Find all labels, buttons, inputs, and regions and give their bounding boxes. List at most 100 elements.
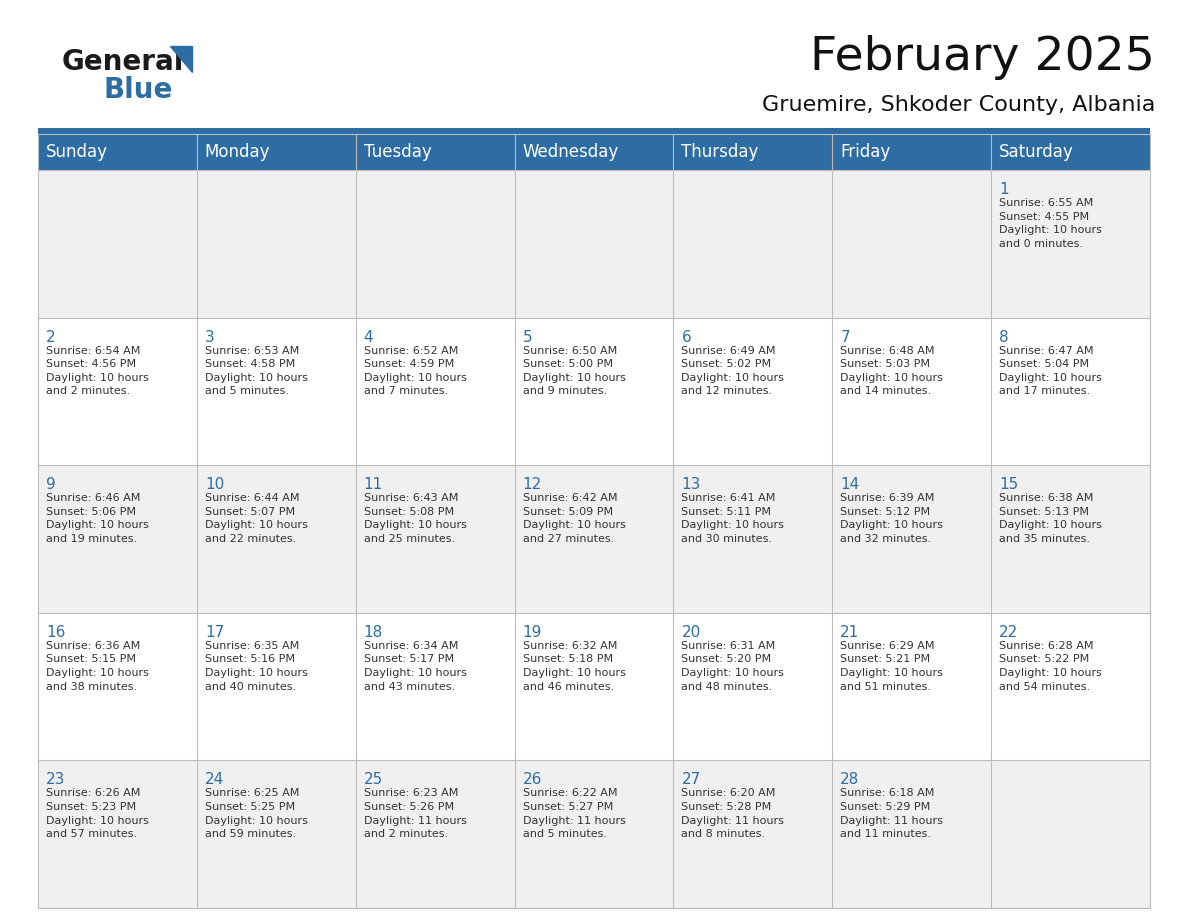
Bar <box>514 318 674 465</box>
Text: 26: 26 <box>523 772 542 788</box>
Text: 3: 3 <box>204 330 215 344</box>
Bar <box>991 760 1150 908</box>
Text: Sunrise: 6:54 AM
Sunset: 4:56 PM
Daylight: 10 hours
and 2 minutes.: Sunrise: 6:54 AM Sunset: 4:56 PM Dayligh… <box>46 345 148 397</box>
Bar <box>197 613 355 760</box>
Text: Sunrise: 6:25 AM
Sunset: 5:25 PM
Daylight: 10 hours
and 59 minutes.: Sunrise: 6:25 AM Sunset: 5:25 PM Dayligh… <box>204 789 308 839</box>
Bar <box>38 170 197 318</box>
Text: 22: 22 <box>999 625 1018 640</box>
Bar <box>355 465 514 613</box>
Text: 12: 12 <box>523 477 542 492</box>
Text: Sunday: Sunday <box>46 143 108 161</box>
Bar <box>38 465 197 613</box>
Text: Wednesday: Wednesday <box>523 143 619 161</box>
Text: Sunrise: 6:49 AM
Sunset: 5:02 PM
Daylight: 10 hours
and 12 minutes.: Sunrise: 6:49 AM Sunset: 5:02 PM Dayligh… <box>682 345 784 397</box>
Text: Sunrise: 6:26 AM
Sunset: 5:23 PM
Daylight: 10 hours
and 57 minutes.: Sunrise: 6:26 AM Sunset: 5:23 PM Dayligh… <box>46 789 148 839</box>
Text: 27: 27 <box>682 772 701 788</box>
Text: 20: 20 <box>682 625 701 640</box>
Text: Thursday: Thursday <box>682 143 759 161</box>
Text: 15: 15 <box>999 477 1018 492</box>
Bar <box>514 134 674 170</box>
Bar <box>197 134 355 170</box>
Bar <box>991 134 1150 170</box>
Text: Sunrise: 6:18 AM
Sunset: 5:29 PM
Daylight: 11 hours
and 11 minutes.: Sunrise: 6:18 AM Sunset: 5:29 PM Dayligh… <box>840 789 943 839</box>
Bar <box>833 465 991 613</box>
Bar <box>674 318 833 465</box>
Bar <box>197 170 355 318</box>
Bar <box>833 170 991 318</box>
Text: 13: 13 <box>682 477 701 492</box>
Text: Sunrise: 6:36 AM
Sunset: 5:15 PM
Daylight: 10 hours
and 38 minutes.: Sunrise: 6:36 AM Sunset: 5:15 PM Dayligh… <box>46 641 148 691</box>
Text: Blue: Blue <box>105 76 173 104</box>
Text: Sunrise: 6:55 AM
Sunset: 4:55 PM
Daylight: 10 hours
and 0 minutes.: Sunrise: 6:55 AM Sunset: 4:55 PM Dayligh… <box>999 198 1102 249</box>
Bar <box>674 465 833 613</box>
Text: Sunrise: 6:44 AM
Sunset: 5:07 PM
Daylight: 10 hours
and 22 minutes.: Sunrise: 6:44 AM Sunset: 5:07 PM Dayligh… <box>204 493 308 544</box>
Text: 8: 8 <box>999 330 1009 344</box>
Text: Sunrise: 6:31 AM
Sunset: 5:20 PM
Daylight: 10 hours
and 48 minutes.: Sunrise: 6:31 AM Sunset: 5:20 PM Dayligh… <box>682 641 784 691</box>
Text: 19: 19 <box>523 625 542 640</box>
Text: Sunrise: 6:35 AM
Sunset: 5:16 PM
Daylight: 10 hours
and 40 minutes.: Sunrise: 6:35 AM Sunset: 5:16 PM Dayligh… <box>204 641 308 691</box>
Text: Sunrise: 6:50 AM
Sunset: 5:00 PM
Daylight: 10 hours
and 9 minutes.: Sunrise: 6:50 AM Sunset: 5:00 PM Dayligh… <box>523 345 625 397</box>
Bar <box>833 760 991 908</box>
Text: 17: 17 <box>204 625 225 640</box>
Bar <box>38 318 197 465</box>
Text: General: General <box>62 48 184 76</box>
Bar <box>38 128 1150 134</box>
Bar <box>674 613 833 760</box>
Text: 4: 4 <box>364 330 373 344</box>
Bar <box>514 170 674 318</box>
Text: Sunrise: 6:38 AM
Sunset: 5:13 PM
Daylight: 10 hours
and 35 minutes.: Sunrise: 6:38 AM Sunset: 5:13 PM Dayligh… <box>999 493 1102 544</box>
Text: Sunrise: 6:34 AM
Sunset: 5:17 PM
Daylight: 10 hours
and 43 minutes.: Sunrise: 6:34 AM Sunset: 5:17 PM Dayligh… <box>364 641 467 691</box>
Text: 28: 28 <box>840 772 860 788</box>
Text: 16: 16 <box>46 625 65 640</box>
Text: 6: 6 <box>682 330 691 344</box>
Text: Sunrise: 6:39 AM
Sunset: 5:12 PM
Daylight: 10 hours
and 32 minutes.: Sunrise: 6:39 AM Sunset: 5:12 PM Dayligh… <box>840 493 943 544</box>
Text: Sunrise: 6:41 AM
Sunset: 5:11 PM
Daylight: 10 hours
and 30 minutes.: Sunrise: 6:41 AM Sunset: 5:11 PM Dayligh… <box>682 493 784 544</box>
Text: 2: 2 <box>46 330 56 344</box>
Text: Gruemire, Shkoder County, Albania: Gruemire, Shkoder County, Albania <box>762 95 1155 115</box>
Text: Sunrise: 6:28 AM
Sunset: 5:22 PM
Daylight: 10 hours
and 54 minutes.: Sunrise: 6:28 AM Sunset: 5:22 PM Dayligh… <box>999 641 1102 691</box>
Text: 7: 7 <box>840 330 849 344</box>
Bar <box>833 613 991 760</box>
Bar <box>38 760 197 908</box>
Text: Sunrise: 6:47 AM
Sunset: 5:04 PM
Daylight: 10 hours
and 17 minutes.: Sunrise: 6:47 AM Sunset: 5:04 PM Dayligh… <box>999 345 1102 397</box>
Polygon shape <box>170 46 192 72</box>
Text: Tuesday: Tuesday <box>364 143 431 161</box>
Text: 21: 21 <box>840 625 860 640</box>
Bar <box>355 613 514 760</box>
Bar <box>514 465 674 613</box>
Text: 11: 11 <box>364 477 383 492</box>
Text: Sunrise: 6:23 AM
Sunset: 5:26 PM
Daylight: 11 hours
and 2 minutes.: Sunrise: 6:23 AM Sunset: 5:26 PM Dayligh… <box>364 789 467 839</box>
Text: 9: 9 <box>46 477 56 492</box>
Text: Sunrise: 6:46 AM
Sunset: 5:06 PM
Daylight: 10 hours
and 19 minutes.: Sunrise: 6:46 AM Sunset: 5:06 PM Dayligh… <box>46 493 148 544</box>
Bar <box>355 134 514 170</box>
Text: 14: 14 <box>840 477 860 492</box>
Text: 25: 25 <box>364 772 383 788</box>
Text: Monday: Monday <box>204 143 271 161</box>
Text: Friday: Friday <box>840 143 891 161</box>
Text: Sunrise: 6:53 AM
Sunset: 4:58 PM
Daylight: 10 hours
and 5 minutes.: Sunrise: 6:53 AM Sunset: 4:58 PM Dayligh… <box>204 345 308 397</box>
Text: Sunrise: 6:20 AM
Sunset: 5:28 PM
Daylight: 11 hours
and 8 minutes.: Sunrise: 6:20 AM Sunset: 5:28 PM Dayligh… <box>682 789 784 839</box>
Text: Sunrise: 6:22 AM
Sunset: 5:27 PM
Daylight: 11 hours
and 5 minutes.: Sunrise: 6:22 AM Sunset: 5:27 PM Dayligh… <box>523 789 625 839</box>
Bar <box>833 134 991 170</box>
Text: February 2025: February 2025 <box>810 36 1155 81</box>
Bar <box>991 613 1150 760</box>
Text: 10: 10 <box>204 477 225 492</box>
Bar <box>197 760 355 908</box>
Text: 24: 24 <box>204 772 225 788</box>
Bar <box>991 465 1150 613</box>
Bar <box>38 134 197 170</box>
Bar <box>38 613 197 760</box>
Text: Sunrise: 6:32 AM
Sunset: 5:18 PM
Daylight: 10 hours
and 46 minutes.: Sunrise: 6:32 AM Sunset: 5:18 PM Dayligh… <box>523 641 625 691</box>
Text: Sunrise: 6:29 AM
Sunset: 5:21 PM
Daylight: 10 hours
and 51 minutes.: Sunrise: 6:29 AM Sunset: 5:21 PM Dayligh… <box>840 641 943 691</box>
Text: Sunrise: 6:42 AM
Sunset: 5:09 PM
Daylight: 10 hours
and 27 minutes.: Sunrise: 6:42 AM Sunset: 5:09 PM Dayligh… <box>523 493 625 544</box>
Bar <box>833 318 991 465</box>
Bar <box>355 760 514 908</box>
Text: 18: 18 <box>364 625 383 640</box>
Bar <box>514 613 674 760</box>
Bar <box>514 760 674 908</box>
Bar <box>355 318 514 465</box>
Text: Sunrise: 6:52 AM
Sunset: 4:59 PM
Daylight: 10 hours
and 7 minutes.: Sunrise: 6:52 AM Sunset: 4:59 PM Dayligh… <box>364 345 467 397</box>
Text: 23: 23 <box>46 772 65 788</box>
Text: 5: 5 <box>523 330 532 344</box>
Bar <box>991 170 1150 318</box>
